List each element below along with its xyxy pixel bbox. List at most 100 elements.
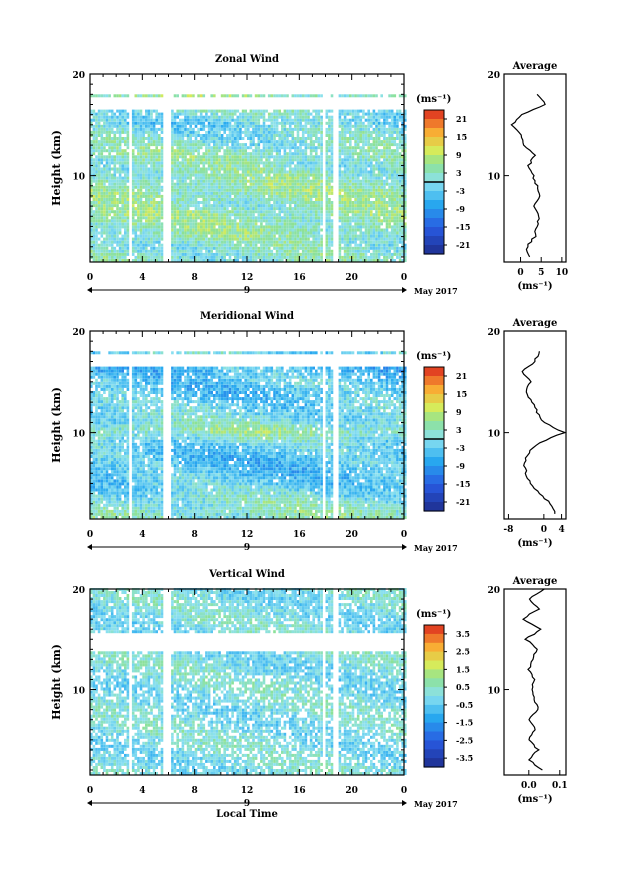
heatmap-cell	[105, 134, 109, 137]
heatmap-cell	[385, 176, 389, 180]
heatmap-cell	[118, 194, 122, 198]
heatmap-cell	[257, 231, 261, 235]
heatmap-cell	[370, 179, 373, 183]
heatmap-cell	[215, 127, 219, 131]
heatmap-cell	[257, 204, 261, 208]
heatmap-cell	[364, 210, 368, 214]
heatmap-cell	[134, 237, 138, 241]
heatmap-cell	[377, 210, 381, 214]
heatmap-cell	[372, 137, 376, 140]
heatmap-cell	[197, 225, 200, 229]
heatmap-cell	[103, 188, 106, 192]
heatmap-cell	[356, 219, 360, 223]
heatmap-cell	[226, 179, 229, 183]
heatmap-cell	[95, 127, 98, 131]
heatmap-cell	[338, 219, 342, 223]
heatmap-cell	[110, 252, 114, 256]
heatmap-cell	[239, 164, 242, 168]
heatmap-cell	[173, 121, 177, 125]
heatmap-cell	[377, 219, 381, 223]
heatmap-cell	[113, 137, 117, 140]
heatmap-cell	[247, 243, 250, 247]
heatmap-cell	[139, 201, 143, 204]
heatmap-cell	[286, 137, 289, 140]
heatmap-cell	[192, 246, 195, 250]
heatmap-cell	[220, 161, 224, 165]
heatmap-cell	[304, 124, 308, 128]
heatmap-cell	[97, 121, 101, 125]
heatmap-cell	[184, 167, 187, 171]
heatmap-cell	[396, 228, 399, 232]
heatmap-cell	[186, 231, 190, 235]
heatmap-cell	[199, 225, 203, 229]
heatmap-cell	[155, 130, 158, 134]
heatmap-cell	[142, 155, 145, 159]
heatmap-cell	[239, 149, 242, 153]
heatmap-cell	[207, 118, 211, 122]
heatmap-cell	[257, 170, 261, 174]
heatmap-cell	[95, 225, 98, 229]
heatmap-cell	[181, 176, 185, 180]
heatmap-cell	[171, 134, 174, 137]
heatmap-cell	[205, 219, 208, 223]
heatmap-cell	[179, 240, 182, 244]
heatmap-cell	[304, 121, 308, 125]
heatmap-cell	[281, 240, 284, 244]
heatmap-cell	[354, 167, 357, 171]
heatmap-cell	[281, 216, 284, 220]
heatmap-cell	[145, 155, 148, 159]
heatmap-cell	[218, 137, 221, 140]
heatmap-cell	[192, 222, 195, 226]
heatmap-cell	[401, 167, 404, 171]
heatmap-cell	[218, 240, 221, 244]
heatmap-cell	[134, 249, 138, 253]
heatmap-cell	[179, 204, 182, 208]
heatmap-cell	[393, 213, 397, 217]
heatmap-cell	[105, 127, 109, 131]
heatmap-cell	[273, 210, 276, 214]
heatmap-cell	[147, 124, 151, 128]
heatmap-cell	[404, 140, 407, 144]
heatmap-cell	[176, 243, 179, 247]
heatmap-cell	[147, 149, 151, 153]
heatmap-cell	[131, 194, 135, 198]
heatmap-cell	[341, 188, 344, 192]
heatmap-cell	[325, 155, 329, 159]
heatmap-cell	[113, 149, 117, 153]
heatmap-cell	[194, 246, 198, 250]
heatmap-cell	[299, 237, 302, 241]
heatmap-cell	[220, 225, 224, 229]
heatmap-cell	[110, 191, 114, 195]
heatmap-cell	[228, 146, 232, 150]
heatmap-cell	[118, 198, 122, 201]
heatmap-cell	[254, 134, 258, 137]
heatmap-cell	[103, 146, 106, 150]
heatmap-cell	[124, 201, 127, 204]
heatmap-cell	[291, 231, 295, 235]
heatmap-cell	[223, 152, 226, 156]
heatmap-cell	[218, 130, 221, 134]
heatmap-cell	[213, 225, 216, 229]
heatmap-cell	[390, 246, 394, 250]
heatmap-cell	[126, 137, 130, 140]
heatmap-cell	[205, 207, 208, 211]
heatmap-cell	[103, 243, 106, 247]
heatmap-cell	[273, 252, 276, 256]
heatmap-cell	[383, 198, 386, 201]
heatmap-cell	[325, 210, 329, 214]
heatmap-cell	[309, 240, 313, 244]
heatmap-cell	[249, 161, 253, 165]
heatmap-cell	[236, 237, 240, 241]
heatmap-cell	[92, 140, 96, 144]
heatmap-cell	[184, 173, 187, 177]
heatmap-cell	[349, 243, 352, 247]
heatmap-cell	[241, 252, 245, 256]
heatmap-cell	[249, 188, 253, 192]
heatmap-cell	[213, 210, 216, 214]
heatmap-cell	[390, 228, 394, 232]
heatmap-cell	[364, 237, 368, 241]
heatmap-cell	[186, 161, 190, 165]
heatmap-cell	[304, 204, 308, 208]
heatmap-cell	[124, 194, 127, 198]
heatmap-cell	[273, 134, 276, 137]
